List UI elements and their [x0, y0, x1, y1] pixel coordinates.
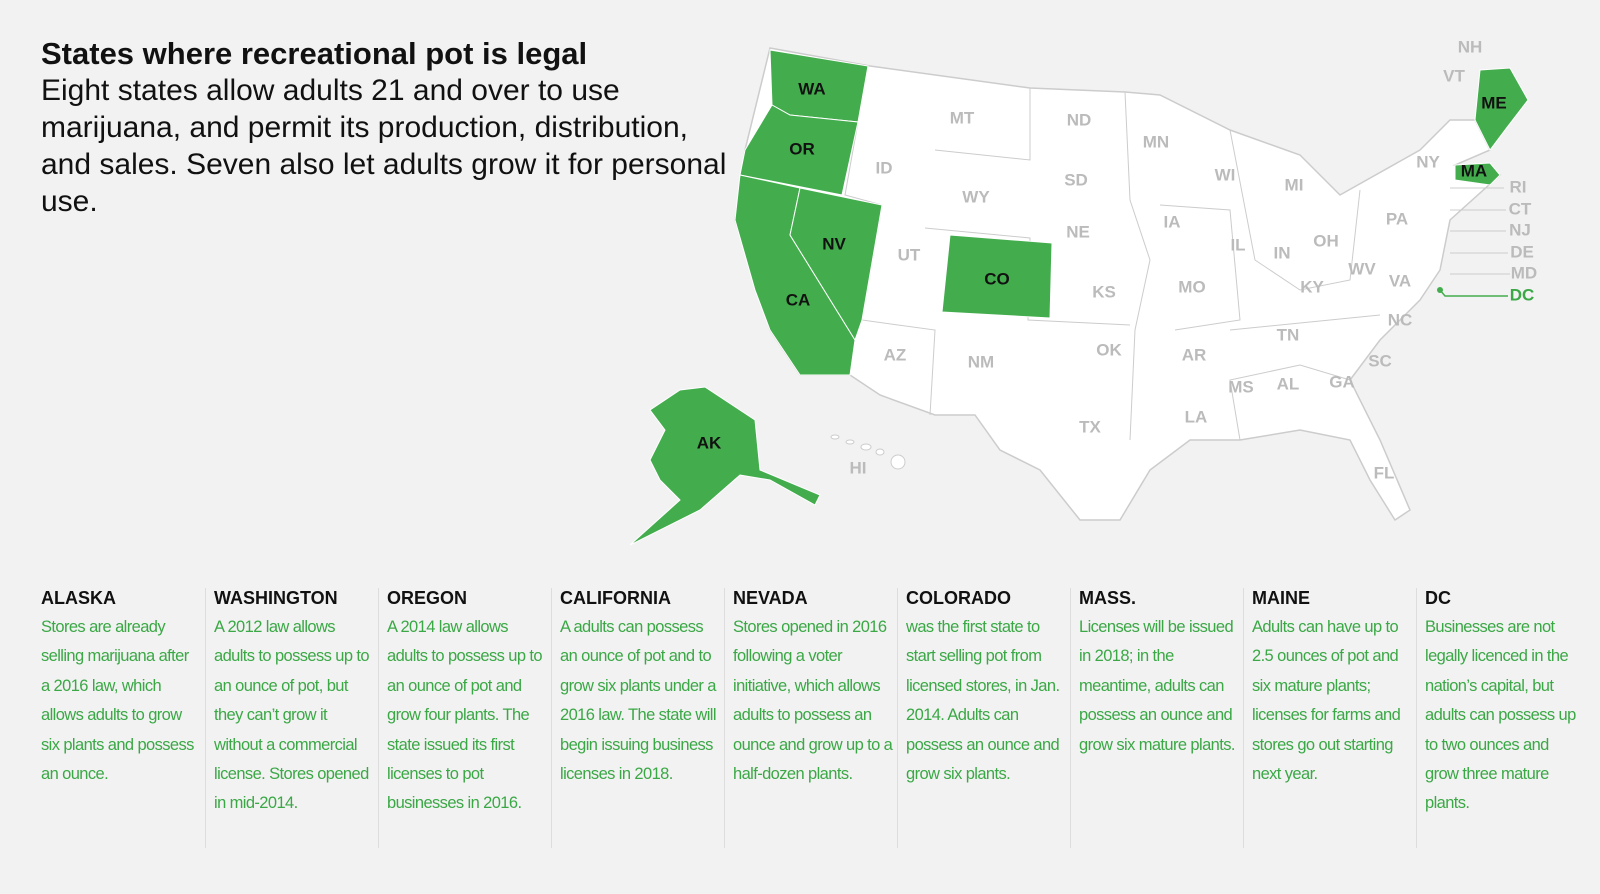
state-label: MN	[1143, 132, 1169, 151]
details: ALASKA Stores are already selling marijua…	[33, 588, 1589, 848]
detail-column: NEVADA Stores opened in 2016 following a …	[724, 588, 897, 848]
detail-column: MASS. Licenses will be issued in 2018; in…	[1070, 588, 1243, 848]
state-shape	[1454, 162, 1501, 186]
state-label: MT	[950, 108, 975, 127]
state-label: PA	[1386, 209, 1408, 228]
detail-text: A 2014 law allows adults to possess up t…	[387, 618, 543, 813]
detail-heading: MAINE	[1252, 588, 1310, 608]
state-label: IN	[1274, 243, 1291, 262]
state-label: SD	[1064, 170, 1088, 189]
state-label: MS	[1228, 377, 1254, 396]
detail-column: MAINE Adults can have up to 2.5 ounces of…	[1243, 588, 1416, 848]
state-label: OK	[1096, 340, 1122, 359]
detail-heading: CALIFORNIA	[560, 588, 671, 608]
state-label: WA	[798, 79, 825, 98]
state-label: AL	[1277, 374, 1300, 393]
hawaii	[830, 434, 906, 470]
state-label: SC	[1368, 351, 1392, 370]
state-label: MA	[1461, 161, 1487, 180]
state-label: NM	[968, 352, 994, 371]
state-label: DE	[1510, 242, 1534, 261]
state-label: FL	[1374, 463, 1395, 482]
state-label: HI	[850, 458, 867, 477]
state-shape	[941, 234, 1053, 319]
us-outline	[734, 47, 1502, 522]
state-label: ID	[876, 158, 893, 177]
state-label: KS	[1092, 282, 1116, 301]
detail-column: ALASKA Stores are already selling marijua…	[33, 588, 205, 848]
state-label: WY	[962, 187, 990, 206]
state-label: KY	[1300, 277, 1324, 296]
state-label: VT	[1443, 66, 1465, 85]
detail-heading: MASS.	[1079, 588, 1137, 608]
state-label: IL	[1230, 235, 1245, 254]
state-label: DC	[1510, 285, 1535, 304]
detail-heading: OREGON	[387, 588, 468, 608]
state-label: NY	[1416, 152, 1440, 171]
detail-text: Businesses are not legally licenced in t…	[1425, 618, 1576, 813]
detail-column: DC Businesses are not legally licenced in…	[1416, 588, 1589, 848]
state-label: GA	[1329, 372, 1355, 391]
state-label: UT	[898, 245, 921, 264]
state-label: ME	[1481, 93, 1507, 112]
detail-text: Stores opened in 2016 following a voter …	[733, 618, 893, 784]
state-label: WV	[1348, 259, 1376, 278]
detail-text: Adults can have up to 2.5 ounces of pot …	[1252, 618, 1401, 784]
state-label: WI	[1215, 165, 1236, 184]
subtitle: Eight states allow adults 21 and over to…	[41, 74, 727, 218]
detail-text: Stores are already selling marijuana aft…	[41, 618, 194, 784]
detail-column: WASHINGTON A 2012 law allows adults to po…	[205, 588, 378, 848]
title: States where recreational pot is legal	[41, 36, 588, 71]
state-label: CO	[984, 269, 1010, 288]
detail-text: was the first state to start selling pot…	[906, 618, 1060, 784]
state-label: CT	[1509, 199, 1532, 218]
detail-heading: NEVADA	[733, 588, 808, 608]
header: States where recreational pot is legal E…	[41, 36, 741, 220]
state-label: NE	[1066, 222, 1090, 241]
detail-text: A adults can possess an ounce of pot and…	[560, 618, 717, 784]
leader-line	[1439, 289, 1508, 297]
state-shape	[1474, 67, 1529, 151]
state-label: TN	[1277, 325, 1300, 344]
state-shape	[629, 386, 821, 546]
state-label: NV	[822, 234, 846, 253]
state-label: CA	[786, 290, 811, 309]
detail-column: CALIFORNIA A adults can possess an ounce …	[551, 588, 724, 848]
state-label: NH	[1458, 37, 1483, 56]
detail-heading: WASHINGTON	[214, 588, 338, 608]
detail-heading: DC	[1425, 588, 1451, 608]
state-label: AR	[1182, 345, 1207, 364]
state-label: NC	[1388, 310, 1413, 329]
state-label: AK	[697, 433, 722, 452]
state-label: MD	[1511, 263, 1537, 282]
state-label: VA	[1389, 271, 1411, 290]
detail-column: COLORADO was the first state to start sel…	[897, 588, 1070, 848]
state-label: TX	[1079, 417, 1101, 436]
state-label: MO	[1178, 277, 1205, 296]
state-label: RI	[1510, 177, 1527, 196]
state-label: OR	[789, 139, 815, 158]
detail-text: A 2012 law allows adults to possess up t…	[214, 618, 370, 813]
detail-text: Licenses will be issued in 2018; in the …	[1079, 618, 1235, 754]
state-label: LA	[1185, 407, 1208, 426]
state-label: OH	[1313, 231, 1339, 250]
state-label: IA	[1164, 212, 1181, 231]
detail-column: OREGON A 2014 law allows adults to posses…	[378, 588, 551, 848]
state-label: NJ	[1509, 220, 1531, 239]
state-label: ND	[1067, 110, 1092, 129]
detail-heading: ALASKA	[41, 588, 116, 608]
detail-heading: COLORADO	[906, 588, 1011, 608]
state-label: AZ	[884, 345, 907, 364]
state-label: MI	[1285, 175, 1304, 194]
state-shape	[789, 187, 883, 342]
state-shape	[739, 104, 859, 196]
